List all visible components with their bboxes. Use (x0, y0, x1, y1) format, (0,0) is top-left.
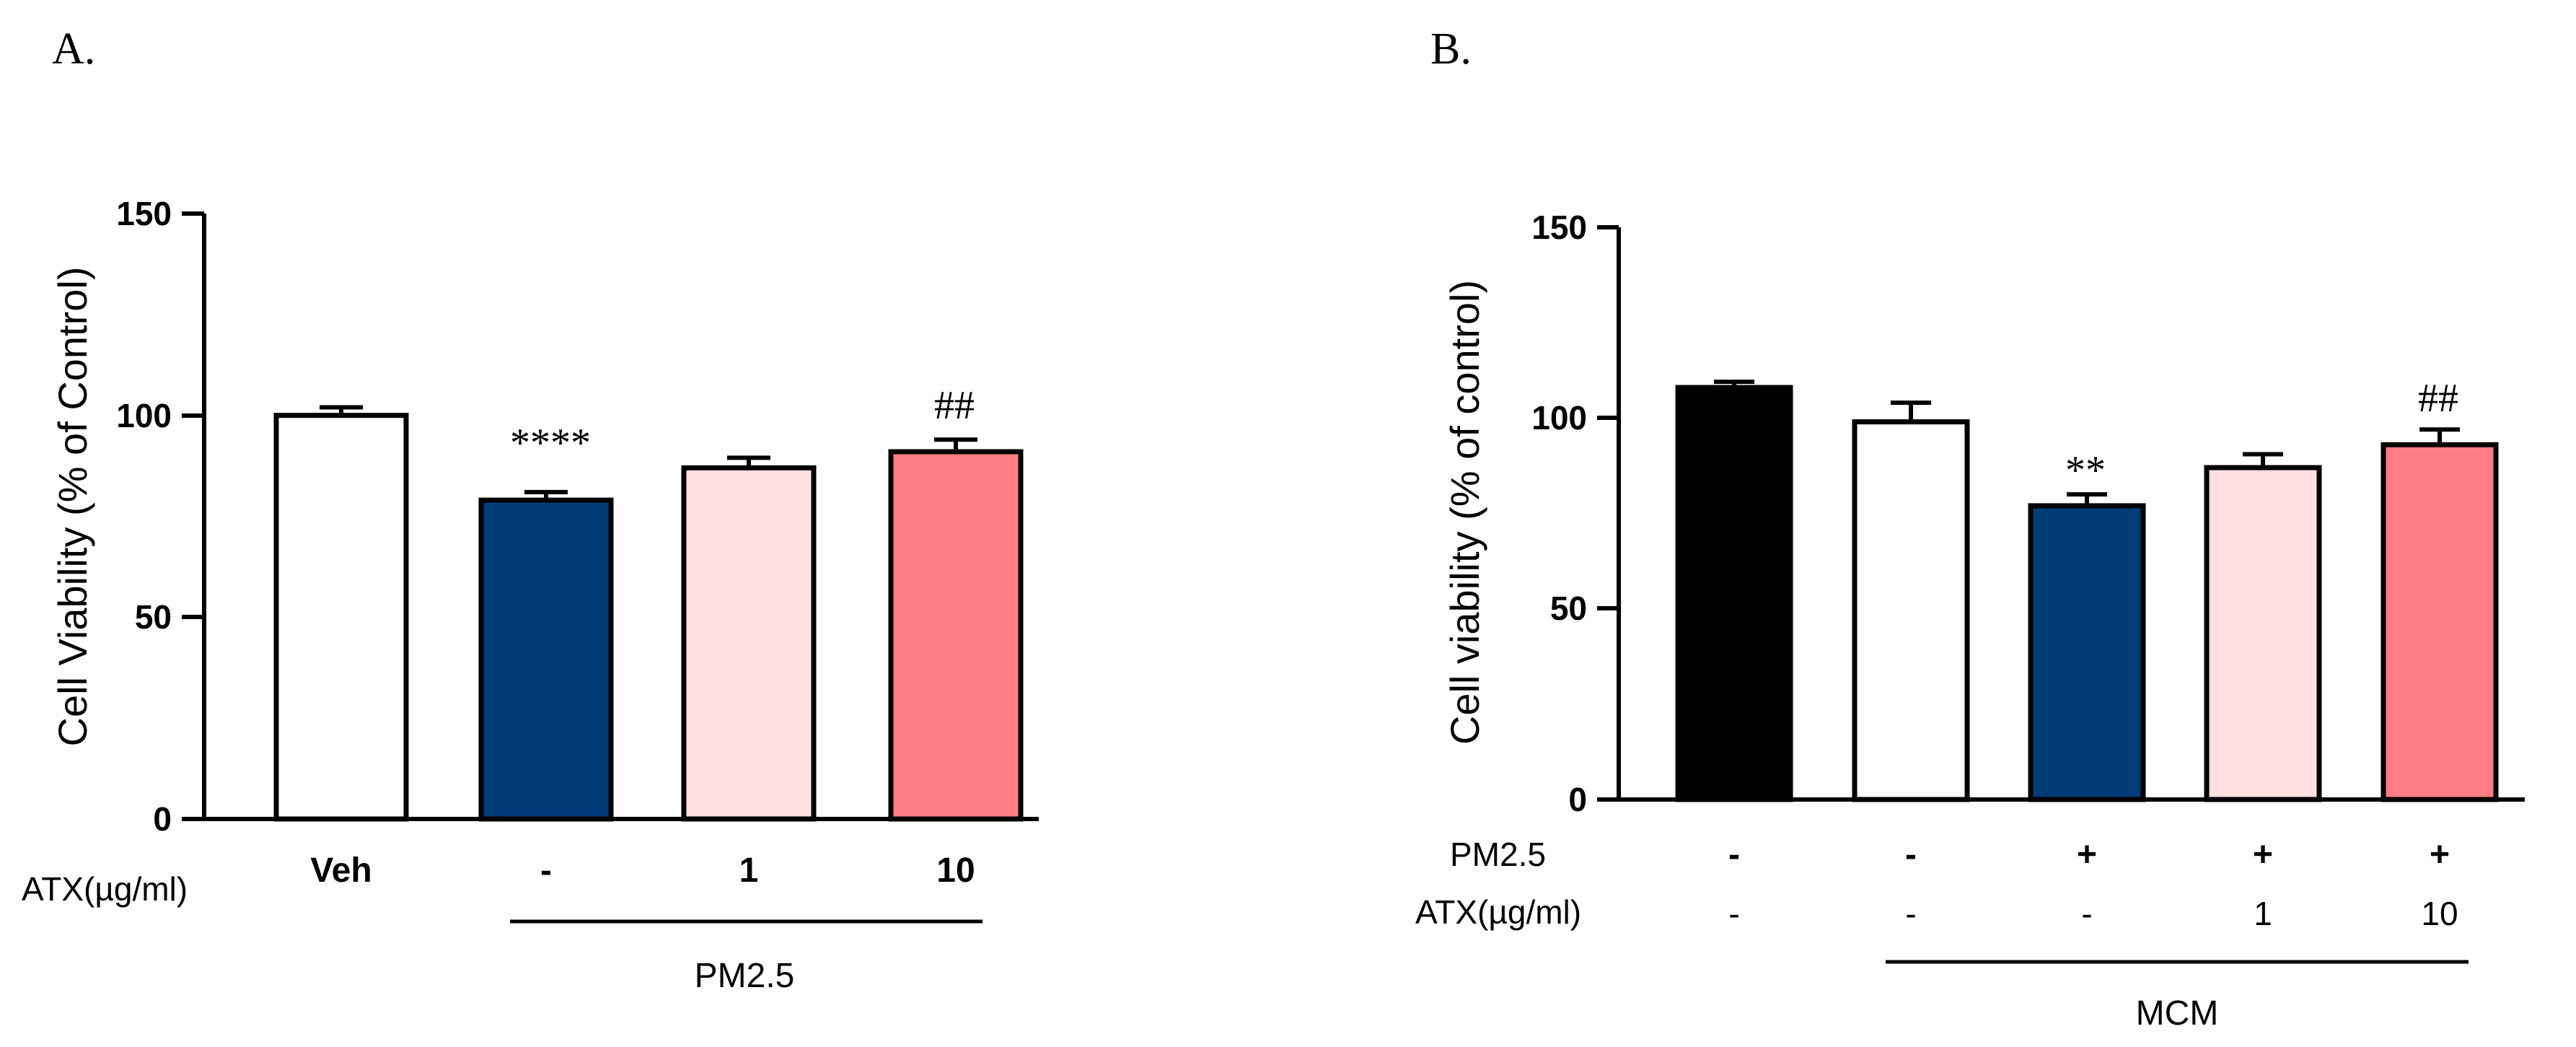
panel-a-ytick-1: 50 (135, 598, 172, 636)
panel-a-bar-0 (273, 413, 409, 822)
panel-b-ytick-3: 150 (1531, 209, 1587, 246)
panel-b-row1-cond-4: 10 (2421, 895, 2458, 932)
panel-a-bar-1 (478, 497, 614, 822)
panel-b-bar-0 (1675, 385, 1793, 802)
panel-b-row0-cond-2: + (2077, 836, 2097, 874)
panel-a-ytick-2: 100 (116, 397, 172, 434)
panel-a-sig-3: ## (934, 383, 975, 428)
panel-a-bar-3 (888, 449, 1024, 822)
panel-b-bar-4 (2381, 442, 2499, 802)
panel-b-row1-cond-1: - (1905, 895, 1916, 932)
panel-a-cond-1: - (540, 851, 552, 890)
panel-b-row-pm25-label: PM2.5 (1450, 836, 1546, 873)
panel-b: B. Cell viability (% of control) 0 50 10… (1415, 25, 2525, 1033)
panel-a-row-atx-label: ATX(µg/ml) (22, 870, 188, 908)
panel-b-row0-cond-4: + (2430, 836, 2450, 874)
panel-a-sig-1: **** (510, 421, 591, 465)
panel-a: A. Cell Viability (% of Control) 0 50 10… (22, 25, 1039, 995)
panel-a-group-label: PM2.5 (695, 957, 795, 995)
panel-b-sig-2: ** (2065, 448, 2106, 493)
panel-a-ylabel: Cell Viability (% of Control) (50, 267, 95, 747)
panel-b-row0-cond-0: - (1728, 836, 1740, 874)
panel-a-y-ticks: 0 50 100 150 (116, 195, 204, 838)
panel-a-ytick-0: 0 (153, 800, 172, 838)
panel-b-row0-cond-3: + (2253, 836, 2273, 874)
panel-b-bar-3 (2204, 465, 2322, 802)
panel-b-bar-1 (1852, 419, 1970, 802)
panel-b-ytick-1: 50 (1550, 590, 1587, 627)
panel-b-row-atx-label: ATX(µg/ml) (1415, 893, 1581, 931)
panel-b-ytick-2: 100 (1531, 399, 1587, 437)
panel-b-label: B. (1430, 25, 1472, 74)
panel-b-y-ticks: 0 50 100 150 (1531, 209, 1619, 818)
panel-b-group-label: MCM (2136, 994, 2219, 1033)
panel-b-row1-cond-3: 1 (2254, 895, 2272, 932)
panel-b-row1-cond-0: - (1728, 895, 1739, 932)
panel-b-sig-4: ## (2418, 376, 2458, 421)
panel-a-bars (273, 405, 1024, 822)
panel-b-bars (1675, 380, 2499, 802)
panel-a-label: A. (52, 25, 95, 74)
panel-b-ylabel: Cell viability (% of control) (1442, 280, 1487, 745)
panel-a-ytick-3: 150 (116, 195, 172, 232)
panel-a-bar-2 (681, 465, 817, 822)
panel-b-row0-cond-1: - (1905, 836, 1917, 874)
panel-a-cond-0: Veh (310, 851, 372, 890)
panel-b-bar-2 (2028, 503, 2146, 802)
panel-b-ytick-0: 0 (1568, 781, 1587, 818)
panel-a-cond-3: 10 (936, 851, 975, 890)
panel-b-row1-cond-2: - (2081, 895, 2092, 932)
panel-a-cond-2: 1 (739, 851, 759, 890)
